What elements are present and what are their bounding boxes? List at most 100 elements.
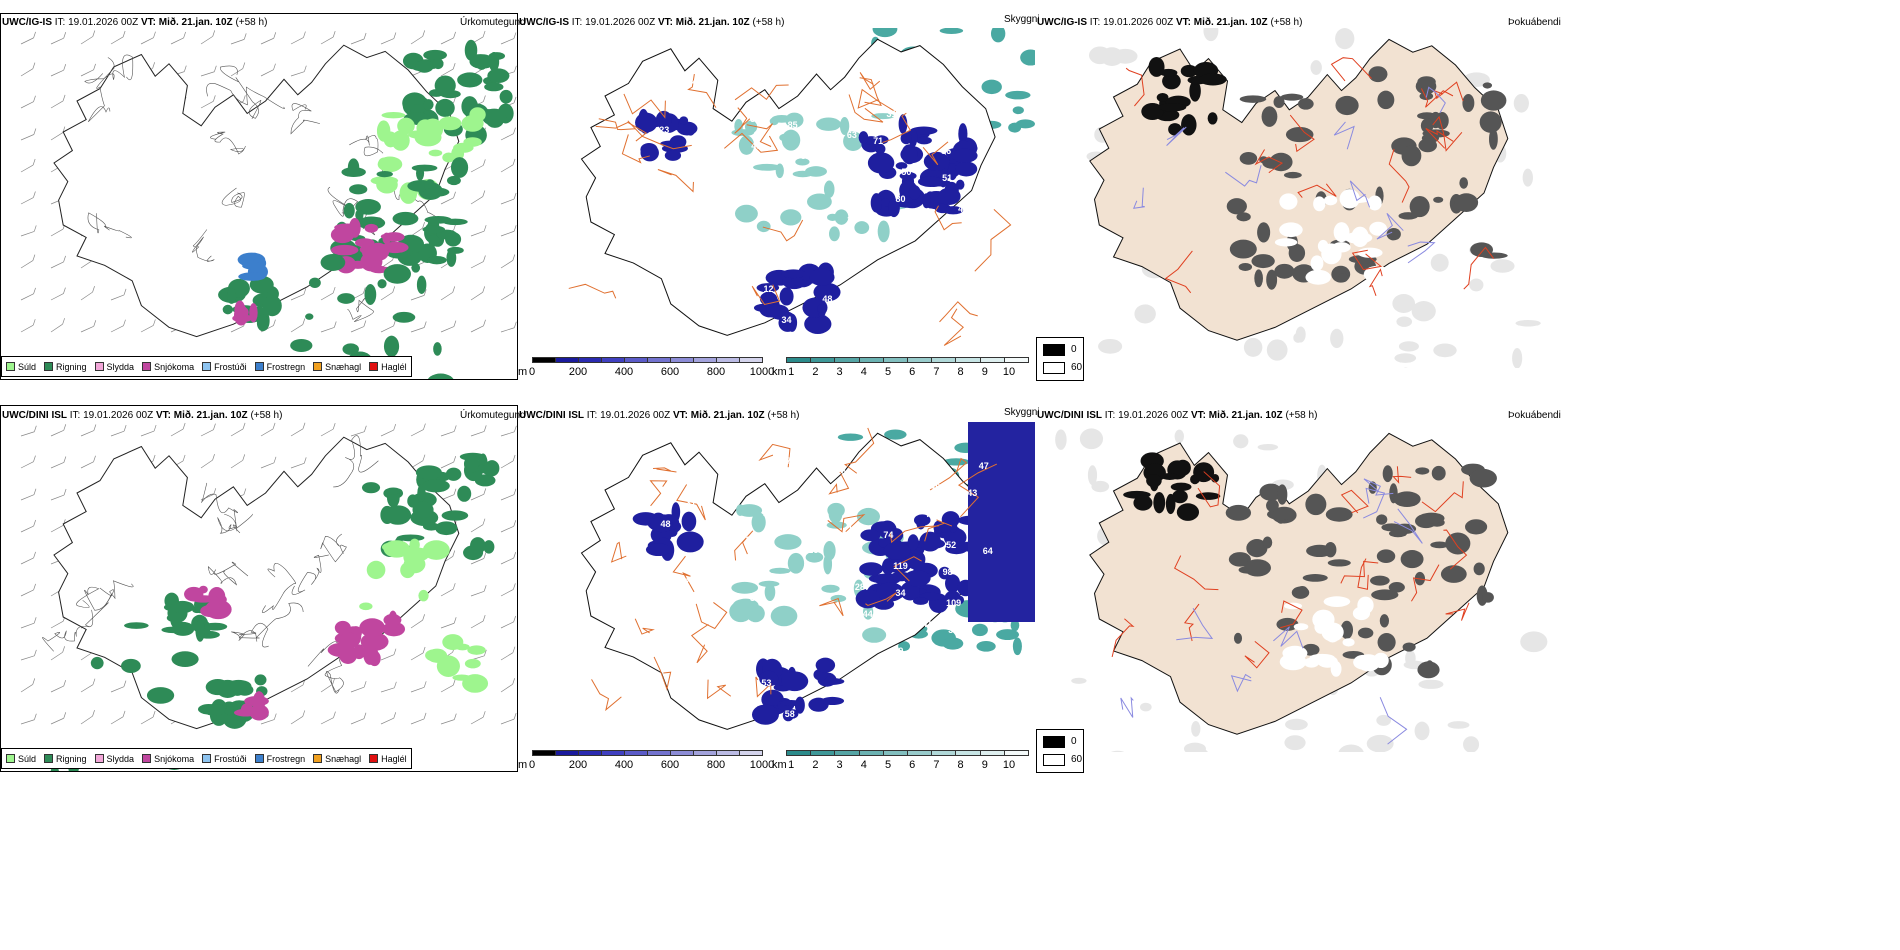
fog-indicator-dark <box>1262 536 1273 549</box>
model-name: UWC/DINI ISL <box>519 410 584 421</box>
wind-barb-flag <box>363 32 367 40</box>
road <box>1407 241 1436 264</box>
rain-area <box>205 678 230 696</box>
fog-field <box>1418 679 1444 689</box>
road <box>1176 608 1214 641</box>
cloud-base-label: 58 <box>826 688 836 698</box>
wind-barb-flag <box>153 319 156 326</box>
cloud-base-label: 86 <box>859 694 869 704</box>
wind-barb <box>350 686 365 693</box>
wind-barb <box>440 719 455 725</box>
snow-area <box>240 307 249 317</box>
wind-barb-flag <box>513 127 516 134</box>
fog-indicator-dark <box>1153 491 1166 514</box>
low-cloud-area <box>635 112 658 133</box>
colorbar-tick-label: 9 <box>981 366 988 378</box>
snow-area <box>388 610 398 632</box>
road <box>828 471 850 495</box>
fog-indicator-dark <box>1266 499 1279 513</box>
row1-fog-map <box>1086 28 1541 368</box>
wind-barb <box>50 525 64 533</box>
colorbar-segment <box>907 357 933 363</box>
fog-indicator-dark <box>1229 239 1257 259</box>
colorbar-tick-label: 0 <box>528 759 536 771</box>
fog-indicator-dark <box>1420 118 1434 133</box>
wind-barb <box>260 719 275 725</box>
it-label: IT: <box>1089 17 1101 28</box>
road <box>676 484 706 521</box>
wind-barb-flag <box>212 454 215 461</box>
cloud-base-label: 50 <box>901 167 911 177</box>
rain-area <box>422 479 450 493</box>
wind-barb-flag <box>332 286 336 294</box>
fog-indicator-dark <box>1133 495 1153 511</box>
low-visibility-area <box>1008 122 1022 133</box>
colorbar-tick-label: 5 <box>884 759 892 771</box>
wind-barb <box>80 461 94 469</box>
fog-dark-swatch <box>1043 736 1065 748</box>
fog-indicator-dark <box>1393 491 1421 507</box>
drizzle-area <box>426 648 448 663</box>
road <box>634 618 655 635</box>
rain-area <box>254 674 267 686</box>
road <box>1225 165 1262 187</box>
wind-barb-flag <box>482 286 486 293</box>
row2-cloud-map: 59 39 284 126 287 41 40 54 55 30 125 119 109 59 55 58 26… <box>580 422 1035 730</box>
road <box>610 541 627 563</box>
wind-barb <box>230 428 244 437</box>
visibility-area <box>877 220 890 243</box>
rain-area <box>499 89 513 104</box>
colorbar-segment <box>624 357 648 363</box>
wind-barb-flag <box>122 30 126 38</box>
low-cloud-area <box>779 287 794 306</box>
rain-area <box>349 184 368 195</box>
cloud-base-label: 47 <box>672 241 682 251</box>
fog-indicator-clear <box>1274 238 1298 247</box>
visibility-area <box>823 180 835 199</box>
row1-fog-panel <box>1036 28 1556 368</box>
row2-fog-panel <box>1036 422 1556 752</box>
wind-barb <box>290 37 304 45</box>
colorbar-segment <box>716 357 740 363</box>
cloud-base-label: 9 <box>898 646 903 656</box>
fog-indicator-dark <box>1388 582 1405 593</box>
wind-barb <box>290 428 304 437</box>
cloud-base-label: 72 <box>926 310 936 320</box>
wind-barb <box>500 718 515 725</box>
fog-field <box>1203 28 1219 42</box>
wind-barb-flag <box>482 518 486 525</box>
colorbar-tick-label: 1 <box>788 759 795 771</box>
legend-item: Frostregn <box>254 754 305 764</box>
low-cloud-area <box>943 206 964 215</box>
road <box>1340 489 1369 514</box>
legend-swatch <box>254 362 264 371</box>
wind-barb-flag <box>453 320 457 327</box>
colorbar-tick-label: 1000 <box>749 759 775 771</box>
visibility-area <box>821 584 840 593</box>
rain-area <box>90 656 104 670</box>
wind-barb <box>20 324 34 333</box>
wind-barb <box>110 686 125 693</box>
wind-barb <box>200 429 214 437</box>
drizzle-area <box>442 152 455 163</box>
wind-barb <box>500 460 514 469</box>
fog-indicator-clear <box>1279 653 1307 671</box>
colorbar-tick-label: 800 <box>706 366 726 378</box>
fog-indicator-dark <box>1261 106 1278 127</box>
cloud-base-label: 23 <box>958 289 968 299</box>
row2-fog-header: UWC/DINI ISL IT: 19.01.2026 00Z VT: Mið.… <box>1037 410 1317 421</box>
rain-area <box>435 521 458 536</box>
wind-barb <box>350 431 365 437</box>
wind-barb-flag <box>33 31 36 38</box>
cloud-base-label: 59 <box>683 635 693 645</box>
fog-field <box>1055 429 1067 450</box>
visibility-area <box>862 627 887 643</box>
cloud-base-label: 43 <box>800 572 810 582</box>
fog-indicator-dark <box>1246 539 1268 558</box>
cloud-base-label: 61 <box>802 93 812 103</box>
wind-barb-flag <box>453 425 457 432</box>
fog-indicator-dark <box>1469 468 1497 488</box>
drizzle-area <box>381 112 406 119</box>
visibility-area <box>805 551 824 563</box>
road <box>1254 149 1283 174</box>
